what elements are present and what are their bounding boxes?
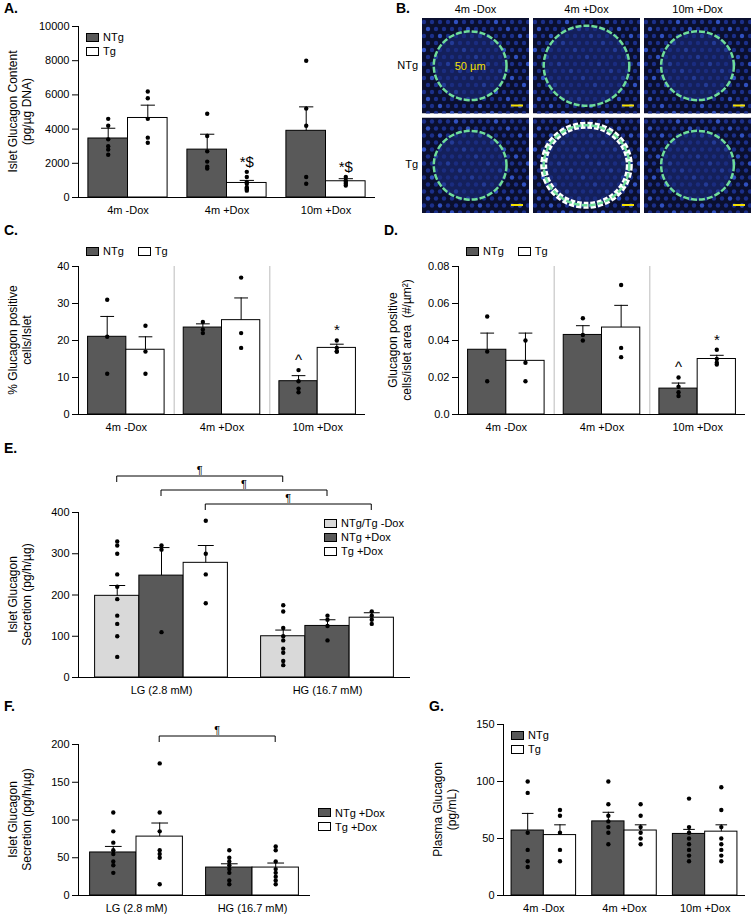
svg-text:0: 0 bbox=[488, 889, 494, 901]
svg-text:cells/islet area (#/µm²): cells/islet area (#/µm²) bbox=[400, 279, 414, 401]
svg-text:^: ^ bbox=[675, 358, 682, 375]
svg-text:150: 150 bbox=[476, 718, 494, 730]
svg-text:(pg/mL): (pg/mL) bbox=[445, 789, 459, 830]
svg-text:0: 0 bbox=[63, 408, 69, 420]
svg-text:Glucagon positive: Glucagon positive bbox=[386, 292, 400, 388]
svg-text:10m +Dox: 10m +Dox bbox=[680, 902, 731, 914]
svg-text:¶: ¶ bbox=[214, 724, 220, 736]
html-text:NTg: NTg bbox=[483, 245, 504, 257]
svg-text:4m -Dox: 4m -Dox bbox=[523, 902, 565, 914]
svg-text:0: 0 bbox=[63, 191, 69, 203]
svg-text:¶: ¶ bbox=[285, 492, 291, 504]
svg-text:LG (2.8 mM): LG (2.8 mM) bbox=[106, 902, 168, 914]
svg-text:0: 0 bbox=[63, 889, 69, 901]
svg-text:400: 400 bbox=[51, 506, 69, 518]
svg-text:150: 150 bbox=[51, 776, 69, 788]
html-text:A.: A. bbox=[4, 0, 18, 16]
svg-text:4m +Dox: 4m +Dox bbox=[200, 421, 245, 433]
svg-text:Plasma Glucagon: Plasma Glucagon bbox=[431, 762, 445, 857]
svg-text:Islet Glucagon Content: Islet Glucagon Content bbox=[6, 50, 20, 173]
svg-text:4m +Dox: 4m +Dox bbox=[205, 204, 250, 216]
svg-text:40: 40 bbox=[57, 260, 69, 272]
html-text:Tg: Tg bbox=[103, 45, 116, 57]
svg-text:*$: *$ bbox=[240, 153, 255, 170]
svg-text:0.06: 0.06 bbox=[428, 297, 449, 309]
svg-text:0: 0 bbox=[63, 671, 69, 683]
svg-text:^: ^ bbox=[295, 351, 302, 368]
svg-text:*$: *$ bbox=[339, 158, 354, 175]
svg-text:4m -Dox: 4m -Dox bbox=[107, 204, 149, 216]
html-text:NTg: NTg bbox=[528, 729, 549, 741]
html-text:B.: B. bbox=[396, 0, 410, 16]
svg-text:10m +Dox: 10m +Dox bbox=[292, 421, 343, 433]
svg-text:10m +Dox: 10m +Dox bbox=[672, 3, 723, 15]
html-text:G.: G. bbox=[429, 698, 444, 714]
svg-text:4m +Dox: 4m +Dox bbox=[602, 902, 647, 914]
svg-text:0.04: 0.04 bbox=[428, 334, 449, 346]
svg-text:0.08: 0.08 bbox=[428, 260, 449, 272]
svg-text:¶: ¶ bbox=[197, 464, 203, 476]
svg-text:LG (2.8 mM): LG (2.8 mM) bbox=[131, 684, 193, 696]
svg-text:10000: 10000 bbox=[39, 20, 70, 32]
svg-text:50 µm: 50 µm bbox=[455, 60, 486, 72]
svg-text:4m -Dox: 4m -Dox bbox=[486, 421, 528, 433]
html-text:Tg +Dox: Tg +Dox bbox=[335, 820, 377, 833]
svg-text:8000: 8000 bbox=[45, 54, 69, 66]
svg-text:200: 200 bbox=[51, 738, 69, 750]
svg-text:20: 20 bbox=[57, 334, 69, 346]
svg-text:4m +Dox: 4m +Dox bbox=[564, 3, 609, 15]
svg-text:6000: 6000 bbox=[45, 88, 69, 100]
svg-text:10m +Dox: 10m +Dox bbox=[672, 421, 723, 433]
svg-text:30: 30 bbox=[57, 297, 69, 309]
svg-text:¶: ¶ bbox=[241, 478, 247, 490]
svg-text:Secretion (pg/h/µg): Secretion (pg/h/µg) bbox=[20, 768, 34, 870]
svg-text:Islet Glucagon: Islet Glucagon bbox=[6, 556, 20, 633]
svg-text:50: 50 bbox=[482, 832, 494, 844]
svg-text:50: 50 bbox=[57, 851, 69, 863]
svg-text:300: 300 bbox=[51, 547, 69, 559]
svg-text:cells/Islet: cells/Islet bbox=[20, 315, 34, 365]
svg-text:2000: 2000 bbox=[45, 157, 69, 169]
svg-text:*: * bbox=[714, 331, 720, 348]
svg-text:HG (16.7 mM): HG (16.7 mM) bbox=[218, 902, 288, 914]
svg-text:4m +Dox: 4m +Dox bbox=[580, 421, 625, 433]
html-text:D.: D. bbox=[384, 222, 398, 238]
svg-text:0.0: 0.0 bbox=[434, 408, 449, 420]
html-text:Tg: Tg bbox=[154, 245, 168, 257]
html-text:F.: F. bbox=[4, 698, 15, 714]
html-text:Tg +Dox: Tg +Dox bbox=[341, 545, 383, 557]
html-text:C.: C. bbox=[4, 222, 18, 238]
html-text:NTg/Tg -Dox: NTg/Tg -Dox bbox=[341, 517, 404, 529]
html-text:Tg: Tg bbox=[528, 743, 541, 755]
svg-text:4000: 4000 bbox=[45, 123, 69, 135]
svg-text:100: 100 bbox=[51, 814, 69, 826]
svg-text:4m -Dox: 4m -Dox bbox=[455, 3, 497, 15]
html-text:NTg +Dox: NTg +Dox bbox=[341, 531, 391, 543]
svg-text:Tg: Tg bbox=[405, 158, 418, 170]
svg-text:4m -Dox: 4m -Dox bbox=[106, 421, 148, 433]
svg-text:*: * bbox=[334, 321, 340, 338]
html-text:Tg: Tg bbox=[534, 245, 548, 257]
svg-text:HG (16.7 mM): HG (16.7 mM) bbox=[293, 684, 363, 696]
svg-text:NTg: NTg bbox=[397, 59, 418, 71]
svg-text:200: 200 bbox=[51, 589, 69, 601]
svg-text:10: 10 bbox=[57, 371, 69, 383]
svg-text:100: 100 bbox=[476, 775, 494, 787]
html-text:NTg: NTg bbox=[103, 31, 124, 43]
svg-text:0.02: 0.02 bbox=[428, 371, 449, 383]
svg-text:100: 100 bbox=[51, 630, 69, 642]
svg-text:Secretion (pg/h/µg): Secretion (pg/h/µg) bbox=[20, 543, 34, 645]
html-text:NTg +Dox: NTg +Dox bbox=[335, 806, 385, 819]
html-text:NTg: NTg bbox=[103, 245, 124, 257]
svg-text:10m +Dox: 10m +Dox bbox=[301, 204, 352, 216]
svg-text:Islet Glucagon: Islet Glucagon bbox=[6, 781, 20, 858]
svg-text:% Glucagon positive: % Glucagon positive bbox=[6, 285, 20, 395]
html-text:E.: E. bbox=[4, 440, 18, 456]
svg-text:(pg/µg DNA): (pg/µg DNA) bbox=[20, 78, 34, 145]
